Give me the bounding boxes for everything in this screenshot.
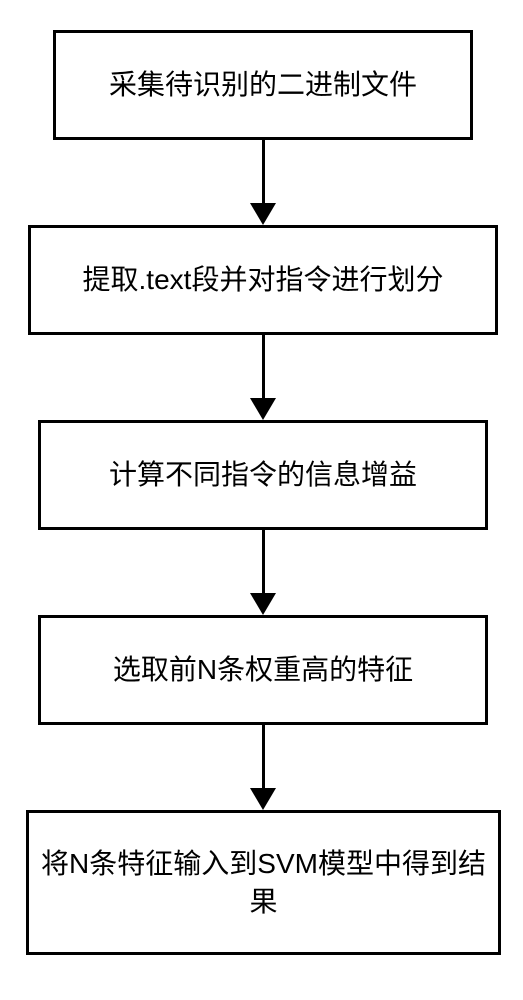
flow-node-label: 选取前N条权重高的特征 [113, 651, 413, 689]
arrow-head-icon [250, 593, 276, 615]
flow-node-label: 计算不同指令的信息增益 [109, 456, 417, 494]
arrow-shaft [262, 725, 265, 788]
flow-node-label: 提取.text段并对指令进行划分 [83, 261, 444, 299]
flowchart-canvas: 采集待识别的二进制文件提取.text段并对指令进行划分计算不同指令的信息增益选取… [0, 0, 523, 1000]
arrow-shaft [262, 335, 265, 398]
flow-node-label: 采集待识别的二进制文件 [109, 66, 417, 104]
arrow-head-icon [250, 398, 276, 420]
flow-node-n5: 将N条特征输入到SVM模型中得到结果 [26, 810, 501, 955]
arrow-shaft [262, 140, 265, 203]
flow-node-n3: 计算不同指令的信息增益 [38, 420, 488, 530]
flow-node-n2: 提取.text段并对指令进行划分 [28, 225, 498, 335]
flow-node-n4: 选取前N条权重高的特征 [38, 615, 488, 725]
arrow-shaft [262, 530, 265, 593]
arrow-head-icon [250, 203, 276, 225]
flow-node-label: 将N条特征输入到SVM模型中得到结果 [39, 845, 488, 921]
flow-node-n1: 采集待识别的二进制文件 [53, 30, 473, 140]
arrow-head-icon [250, 788, 276, 810]
